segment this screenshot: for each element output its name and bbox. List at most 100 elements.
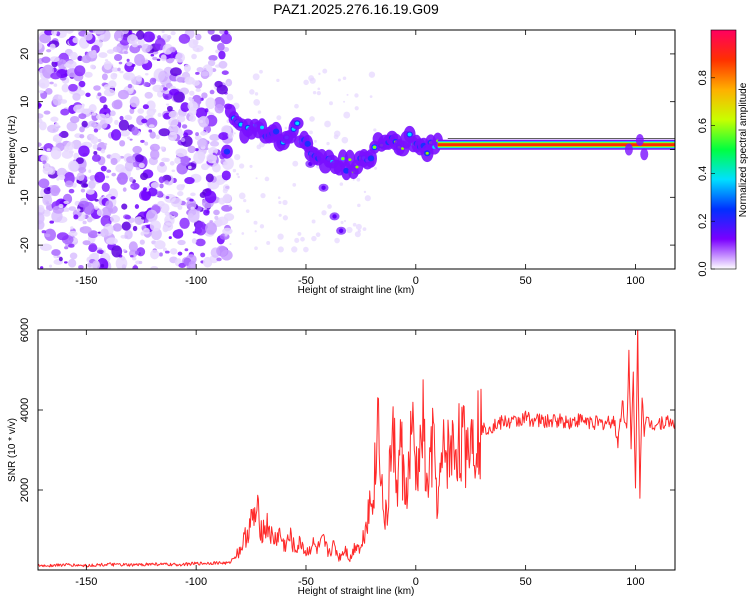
spectrogram-noise-blob [218,132,229,141]
spectrogram-noise-blob [82,108,91,115]
spectrogram-noise-blob [69,51,78,61]
colorbar-tick-label: 0.0 [697,261,709,276]
spectrogram-noise-blob [152,56,158,61]
spectrogram-noise-blob [156,163,168,173]
spectrogram-noise-blob [126,61,133,67]
spectrogram-faint-blob [226,81,230,85]
spectrogram-noise-blob [187,101,199,112]
spectrogram-faint-blob [318,72,321,76]
spectrogram-noise-blob [61,83,70,93]
spectrogram-x-tick-label: -50 [298,275,314,287]
spectrogram-noise-blob [222,161,228,166]
spectrogram-noise-blob [65,180,74,188]
spectrogram-noise-blob [110,196,116,200]
spectrogram-noise-blob [79,226,92,234]
spectrogram-noise-blob [46,49,52,53]
spectrogram-noise-blob [196,66,204,73]
spectrogram-faint-blob [227,132,234,139]
spectrogram-noise-blob [95,113,107,121]
spectrogram-noise-blob [38,89,44,94]
snr-x-tick-label: -50 [298,576,314,588]
spectrogram-noise-blob [223,213,235,221]
spectrogram-faint-blob [229,243,232,246]
spectrogram-noise-blob [106,169,112,173]
spectrogram-noise-blob [100,264,105,268]
snr-x-tick-label: 0 [413,576,419,588]
spectrogram-noise-blob [135,167,141,171]
spectrogram-noise-blob [117,67,121,72]
spectrogram-noise-blob [132,265,139,269]
spectrogram-ridge-mid [343,167,350,174]
spectrogram-noise-blob [83,32,93,41]
spectrogram-noise-blob [74,65,86,77]
spectrogram-noise-blob [42,194,53,206]
spectrogram-noise-blob [92,30,105,35]
spectrogram-faint-blob [284,126,288,130]
spectrogram-noise-blob [162,33,169,40]
spectrogram-faint-blob [343,100,346,103]
spectrogram-noise-blob [110,214,121,223]
spectrogram-noise-blob [100,228,109,238]
spectrogram-noise-blob [121,203,128,210]
spectrogram-noise-blob [147,187,158,197]
spectrogram-noise-blob [170,197,182,208]
spectrogram-noise-blob [180,155,190,167]
spectrogram-noise-blob [58,203,64,209]
spectrogram-faint-blob [238,192,246,200]
spectrogram-branch-core [338,228,344,233]
spectrogram-noise-blob [56,232,69,241]
spectrogram-noise-blob [157,200,165,207]
spectrogram-faint-blob [226,93,234,101]
spectrogram-faint-blob [364,195,371,202]
spectrogram-noise-blob [180,102,190,113]
snr-y-tick-label: 4000 [19,398,31,422]
spectrogram-noise-blob [150,149,160,160]
colorbar-axis: 0.0 0.2 0.4 0.6 0.8 [697,70,715,277]
colorbar-gradient [711,30,736,269]
spectrogram-noise-blob [187,145,196,154]
spectrogram-noise-blob [100,165,107,172]
spectrogram-noise-blob [207,59,216,67]
spectrogram-noise-blob [118,37,122,41]
spectrogram-noise-blob [189,98,194,102]
spectrogram-faint-blob [292,160,299,167]
spectrogram-noise-blob [94,206,99,210]
spectrogram-noise-blob [203,209,210,216]
spectrogram-faint-blob [249,89,255,95]
spectrogram-faint-blob [334,130,341,137]
spectrogram-noise-blob [208,55,218,62]
spectrogram-late-blob [624,143,633,156]
spectrogram-noise-blob [198,115,210,128]
spectrogram-noise-blob [214,103,224,114]
spectrogram-noise-blob [162,43,173,55]
spectrogram-noise-blob [51,30,58,36]
spectrogram-noise-blob [38,204,45,213]
spectrogram-noise-blob [123,50,129,55]
spectrogram-noise-blob [124,214,132,220]
spectrogram-noise-blob [187,165,192,170]
spectrogram-noise-blob [61,150,74,159]
spectrogram-noise-blob [78,166,87,174]
spectrogram-noise-blob [134,250,139,255]
spectrogram-noise-blob [38,41,43,50]
spectrogram-faint-blob [234,154,241,161]
spectrogram-noise-blob [87,230,99,239]
spectrogram-noise-blob [58,174,66,181]
spectrogram-noise-blob [79,126,85,133]
spectrogram-faint-blob [241,232,245,235]
spectrogram-noise-blob [127,136,131,140]
spectrogram-faint-blob [340,220,344,225]
spectrogram-faint-blob [352,222,357,227]
spectrogram-noise-blob [97,138,102,143]
spectrogram-noise-blob [106,49,115,54]
spectrogram-faint-blob [314,139,317,143]
spectrogram-faint-blob [259,224,265,229]
spectrogram-noise-blob [54,122,59,127]
spectrogram-faint-blob [292,183,297,187]
spectrogram-noise-blob [40,154,49,163]
spectrogram-noise-blob [99,96,107,104]
spectrogram-noise-blob [129,107,135,114]
spectrogram-noise-blob [192,45,204,53]
spectrogram-faint-blob [354,106,359,111]
